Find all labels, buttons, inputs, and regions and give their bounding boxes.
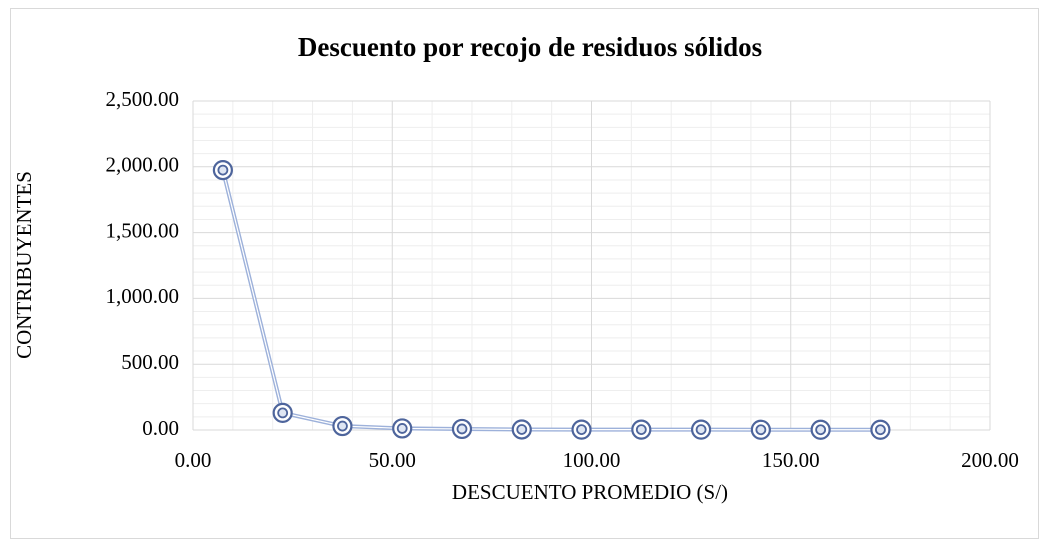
marker-inner	[695, 424, 707, 436]
x-tick-label: 50.00	[369, 448, 416, 472]
chart-border	[10, 8, 1039, 539]
marker-inner	[277, 407, 289, 419]
y-tick-label: 2,500.00	[106, 87, 180, 111]
y-tick-label: 1,000.00	[106, 284, 180, 308]
marker-inner	[755, 424, 767, 436]
y-tick-label: 0.00	[142, 416, 179, 440]
y-tick-label: 500.00	[121, 350, 179, 374]
marker-inner	[635, 424, 647, 436]
chart-title: Descuento por recojo de residuos sólidos	[298, 32, 762, 62]
y-tick-label: 1,500.00	[106, 218, 180, 242]
marker-inner	[337, 420, 348, 432]
marker-inner	[576, 424, 587, 436]
x-tick-label: 150.00	[762, 448, 820, 472]
y-axis-label: CONTRIBUYENTES	[12, 171, 36, 359]
x-axis-label: DESCUENTO PROMEDIO (S/)	[452, 480, 728, 504]
marker-inner	[396, 423, 408, 434]
x-tick-label: 0.00	[175, 448, 212, 472]
marker-inner	[456, 423, 468, 435]
marker-inner	[875, 424, 886, 436]
marker-inner	[516, 424, 528, 435]
x-tick-label: 200.00	[961, 448, 1019, 472]
marker-inner	[217, 164, 229, 176]
x-tick-label: 100.00	[563, 448, 621, 472]
marker-inner	[815, 424, 827, 436]
y-tick-label: 2,000.00	[106, 153, 180, 177]
